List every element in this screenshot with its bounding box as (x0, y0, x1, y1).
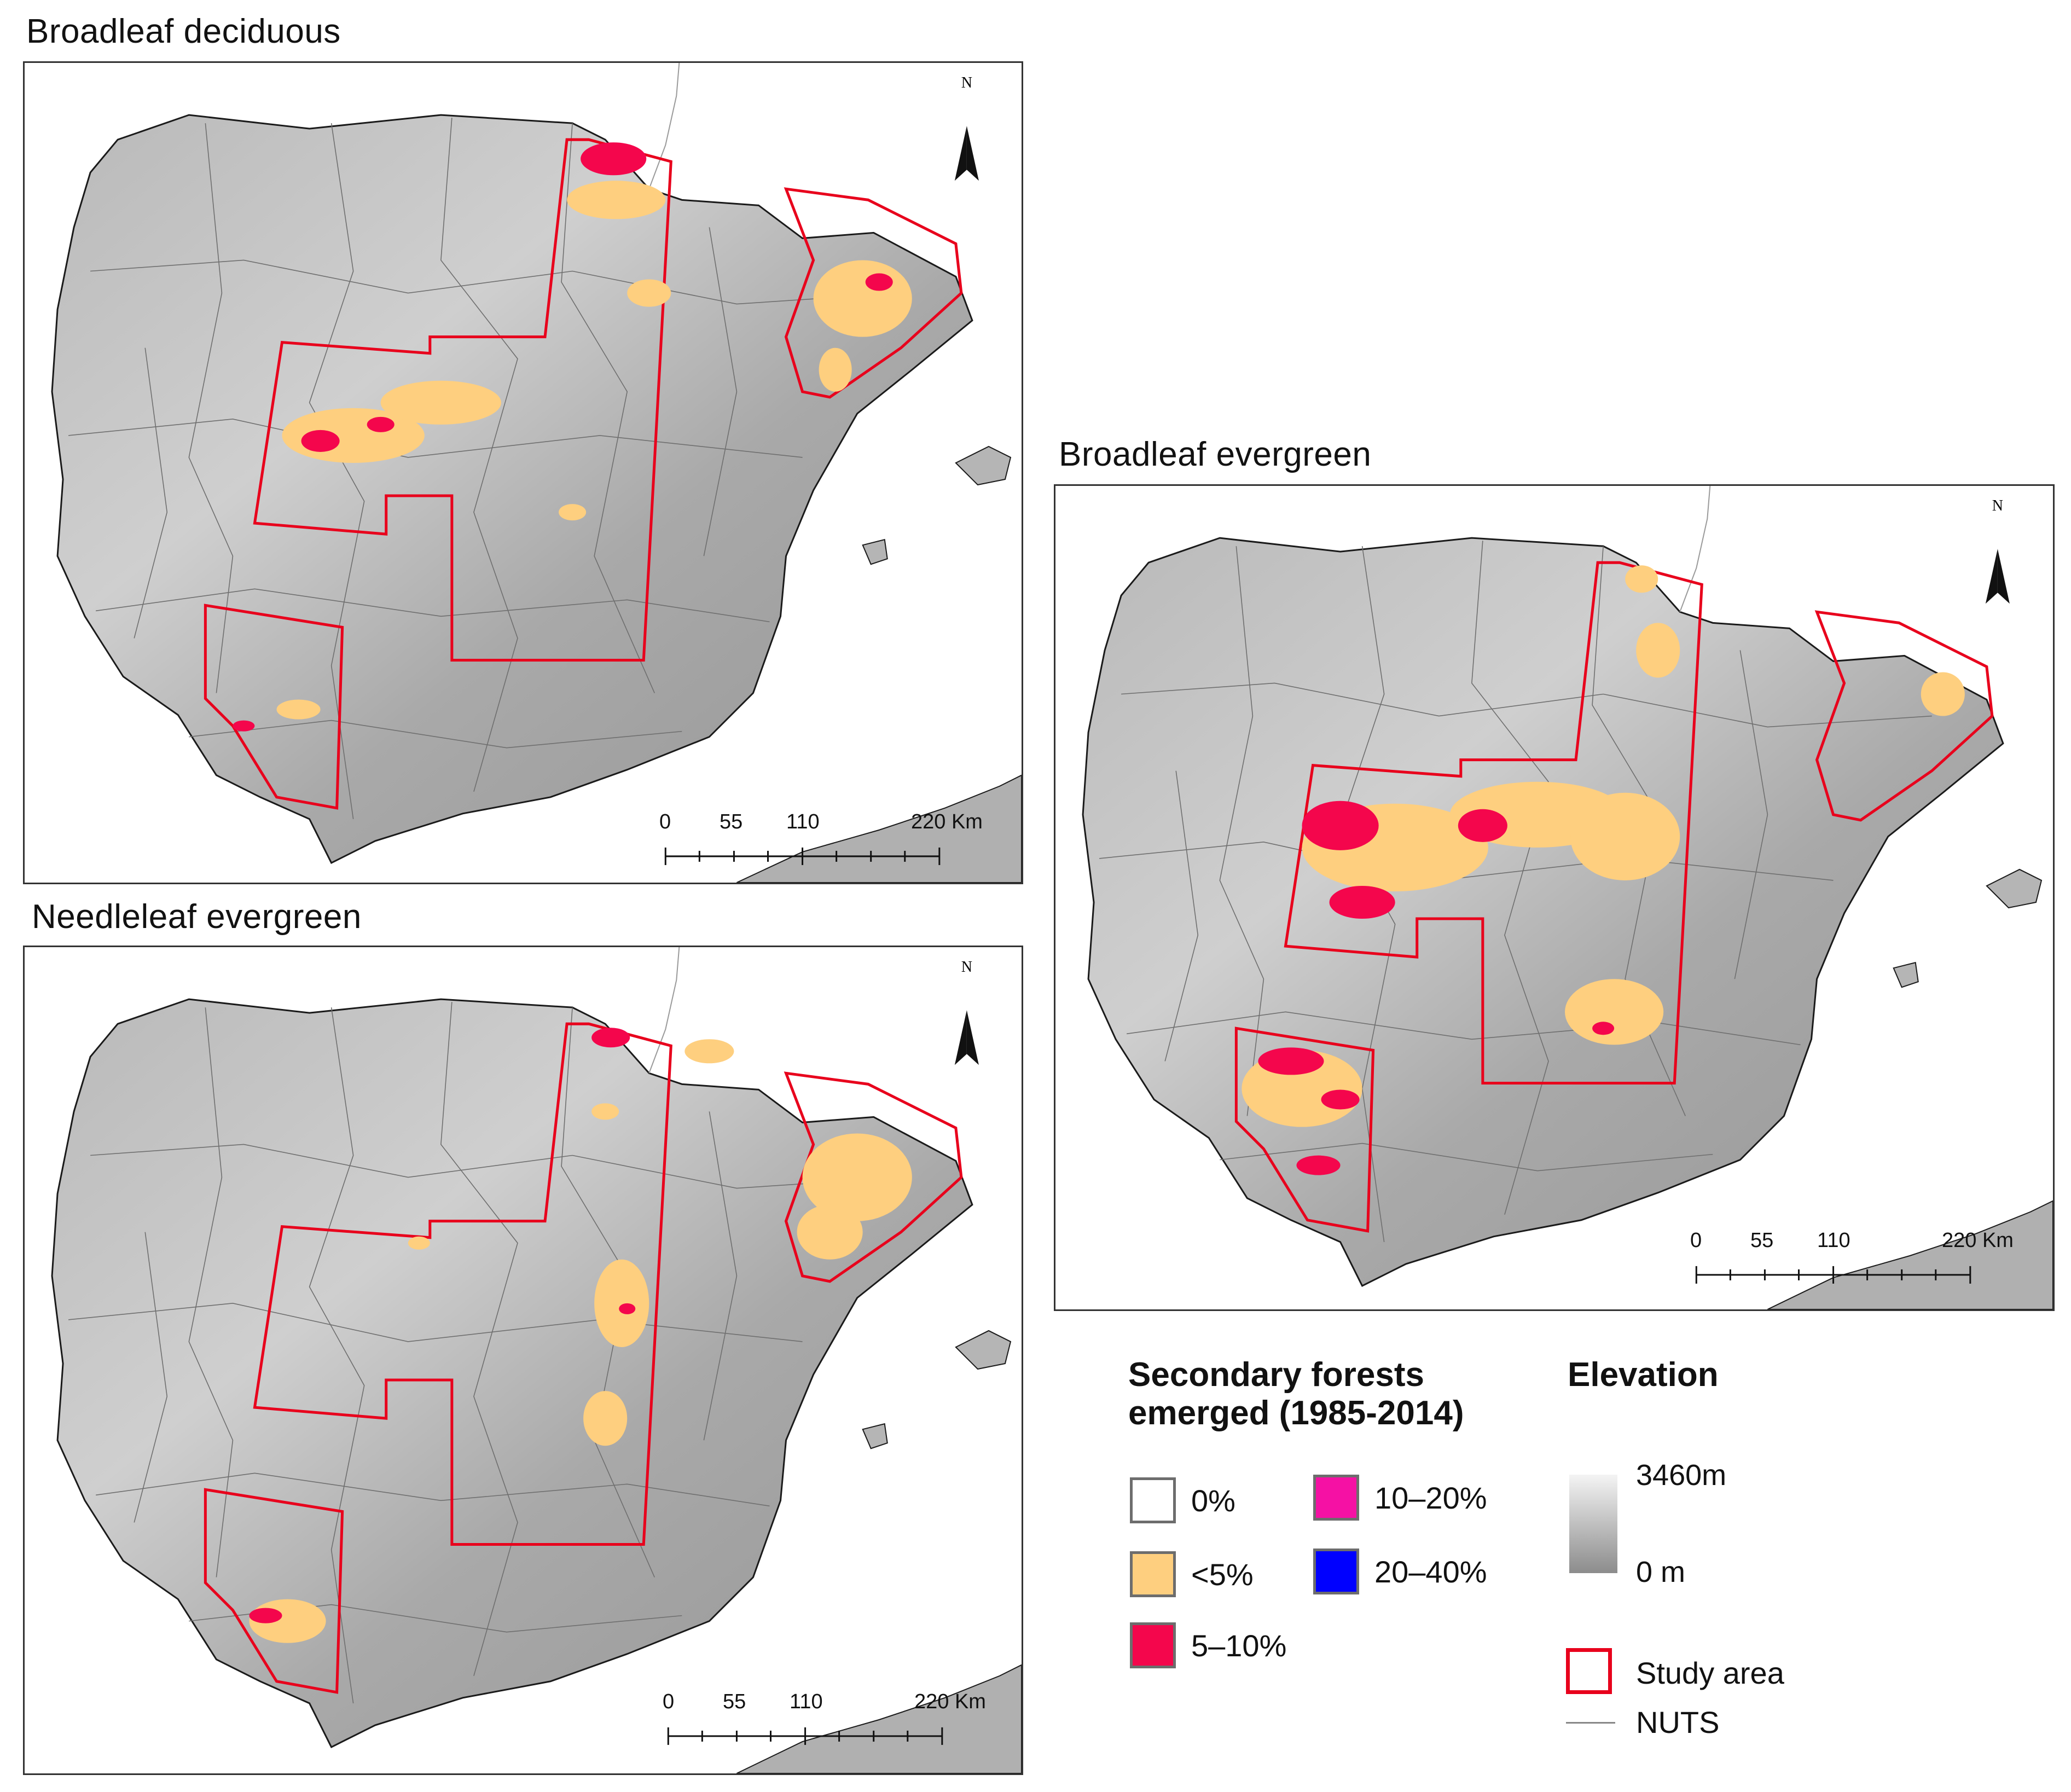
map-svg-broadleaf-evergreen: N (1082, 486, 2053, 1309)
ibiza-island (862, 538, 888, 565)
north-arrow-icon (954, 1010, 979, 1065)
scale-label-110: 110 (1817, 1229, 1850, 1252)
panel-title-broadleaf-deciduous: Broadleaf deciduous (26, 13, 341, 50)
france-border-line (1679, 486, 1711, 612)
iberia-landmass (1082, 537, 2004, 1287)
study-area-label: Study area (1636, 1656, 1784, 1690)
legend-swatch-3 (1313, 1475, 1359, 1521)
map-broadleaf-evergreen: N 0 55 110 220 Km (1054, 484, 2055, 1311)
scale-label-220: 220 Km (911, 810, 983, 833)
scale-label-0: 0 (659, 810, 671, 833)
scale-label-110: 110 (786, 810, 820, 833)
scale-label-0: 0 (1690, 1229, 1702, 1252)
scale-bar (664, 847, 941, 865)
legend-forest-heading-line1: Secondary forests (1128, 1356, 1424, 1394)
legend-swatch-4 (1313, 1549, 1359, 1594)
legend-forest-heading-line2: emerged (1985-2014) (1128, 1394, 1464, 1432)
legend-item-4: 20–40% (1313, 1549, 1487, 1594)
legend-label-0: 0% (1191, 1483, 1235, 1518)
scale-bar (667, 1727, 943, 1745)
legend-swatch-2 (1130, 1622, 1176, 1668)
iberia-landmass (51, 998, 973, 1748)
forest-patches-mid (1258, 801, 1615, 1175)
north-arrow-icon (954, 126, 979, 181)
legend-item-1: <5% (1130, 1551, 1254, 1597)
legend-label-3: 10–20% (1374, 1480, 1487, 1515)
north-label: N (961, 959, 972, 976)
map-svg-broadleaf-deciduous: N (51, 63, 1022, 883)
elevation-min-label: 0 m (1636, 1556, 1686, 1588)
map-broadleaf-deciduous: N 0 55 110 220 Km (23, 61, 1023, 884)
nuts-line-swatch (1566, 1722, 1615, 1724)
mallorca-island (955, 1330, 1012, 1370)
legend-forest-heading: Secondary forests emerged (1985-2014) (1128, 1356, 1464, 1433)
nuts-label: NUTS (1636, 1705, 1720, 1739)
mallorca-island (955, 445, 1012, 486)
legend-item-0: 0% (1130, 1477, 1235, 1523)
mallorca-island (1986, 868, 2043, 909)
elevation-max-label: 3460m (1636, 1459, 1727, 1492)
scale-labels: 0 55 110 220 Km (663, 1690, 1020, 1718)
study-area-outline (204, 138, 963, 810)
north-label: N (961, 74, 972, 91)
panel-title-needleleaf-evergreen: Needleleaf evergreen (32, 898, 362, 936)
scale-labels: 0 55 110 220 Km (1690, 1229, 2052, 1256)
north-label: N (1992, 497, 2003, 514)
scale-labels: 0 55 110 220 Km (659, 810, 1020, 838)
france-border-line (648, 63, 680, 189)
map-svg-needleleaf-evergreen: N (51, 947, 1022, 1773)
scale-bar (1695, 1266, 1971, 1284)
north-arrow-icon (1985, 549, 2010, 604)
scale-label-0: 0 (663, 1690, 675, 1713)
scale-label-55: 55 (723, 1690, 746, 1713)
scale-label-55: 55 (720, 810, 743, 833)
study-area-swatch (1566, 1648, 1612, 1694)
scale-label-220: 220 Km (1942, 1229, 2014, 1252)
legend-swatch-0 (1130, 1477, 1176, 1523)
nuts-boundaries (68, 118, 901, 819)
legend-label-4: 20–40% (1374, 1554, 1487, 1589)
panel-title-broadleaf-evergreen: Broadleaf evergreen (1059, 436, 1372, 473)
study-area-outline (204, 1022, 963, 1694)
legend-label-1: <5% (1191, 1557, 1254, 1592)
forest-patches-mid (249, 1028, 636, 1623)
legend-elevation-heading: Elevation (1568, 1356, 1719, 1394)
legend-item-2: 5–10% (1130, 1622, 1286, 1668)
legend-swatch-1 (1130, 1551, 1176, 1597)
ibiza-island (862, 1423, 888, 1449)
north-africa-landmass (736, 1664, 1022, 1773)
scale-label-110: 110 (790, 1690, 823, 1713)
iberia-landmass (51, 114, 973, 864)
forest-patches-low (249, 1039, 912, 1643)
study-area-outline (1234, 561, 1994, 1233)
north-africa-landmass (1767, 1200, 2053, 1309)
scale-label-55: 55 (1750, 1229, 1774, 1252)
elevation-gradient-bar (1569, 1475, 1617, 1573)
legend-label-2: 5–10% (1191, 1628, 1287, 1663)
forest-patches-mid (233, 142, 893, 732)
france-border-line (648, 947, 680, 1074)
map-needleleaf-evergreen: N 0 55 110 220 Km (23, 946, 1023, 1775)
ibiza-island (1893, 961, 1919, 988)
legend-item-3: 10–20% (1313, 1475, 1487, 1521)
scale-label-220: 220 Km (914, 1690, 986, 1713)
